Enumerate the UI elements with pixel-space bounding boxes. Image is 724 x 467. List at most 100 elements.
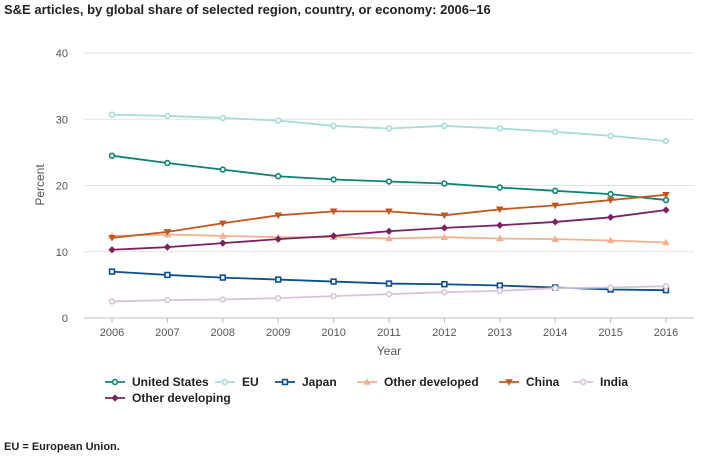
data-point	[363, 378, 371, 385]
data-point	[496, 184, 503, 191]
data-point	[496, 125, 503, 132]
data-point	[108, 111, 116, 118]
data-point	[441, 122, 448, 130]
series-lines	[108, 111, 670, 305]
data-point	[385, 234, 393, 242]
y-tick-label: 20	[56, 181, 68, 193]
legend-swatch	[215, 378, 235, 386]
footnote: EU = European Union.	[4, 441, 120, 453]
data-point	[440, 212, 449, 220]
data-point	[440, 233, 449, 240]
data-point	[108, 152, 116, 159]
data-point	[164, 159, 171, 167]
data-point	[111, 378, 119, 386]
data-point	[274, 276, 282, 283]
series-india	[108, 283, 670, 305]
x-tick-label: 2009	[266, 327, 290, 339]
legend-item-india: India	[572, 375, 628, 389]
data-point	[275, 294, 282, 302]
data-point	[385, 208, 393, 216]
legend-label: Other developing	[132, 391, 231, 405]
data-point	[108, 235, 116, 242]
x-tick-label: 2013	[488, 327, 512, 339]
data-point	[505, 379, 513, 386]
y-tick-label: 40	[56, 48, 68, 60]
data-point	[551, 235, 559, 242]
data-point	[108, 298, 116, 305]
data-point	[385, 125, 393, 132]
data-point	[607, 190, 614, 198]
legend-label: Other developed	[384, 375, 479, 389]
data-point	[281, 378, 289, 386]
legend-item-eu: EU	[214, 375, 259, 389]
data-point	[274, 235, 282, 243]
data-point	[219, 220, 227, 228]
data-point	[219, 274, 226, 281]
legend-label: Japan	[302, 375, 337, 389]
data-point	[496, 287, 503, 295]
data-point	[385, 290, 393, 298]
series-united-states	[108, 152, 670, 204]
data-point	[662, 283, 670, 290]
x-tick-label: 2012	[432, 327, 456, 339]
data-point	[496, 234, 504, 242]
legend-label: India	[600, 375, 629, 389]
data-point	[219, 232, 227, 239]
chart-title: S&E articles, by global share of selecte…	[4, 2, 491, 17]
data-point	[440, 224, 448, 232]
legend-item-other-developing: Other developing	[104, 391, 231, 405]
data-point	[164, 271, 171, 279]
data-point	[275, 173, 282, 180]
data-point	[330, 292, 337, 300]
data-point	[163, 229, 172, 236]
legend-swatch	[499, 379, 519, 386]
data-point	[221, 378, 229, 386]
data-point	[385, 280, 393, 287]
data-point	[330, 278, 337, 285]
data-point	[607, 284, 614, 291]
legend-item-united-states: United States	[104, 375, 209, 389]
data-point	[441, 281, 448, 288]
data-point	[441, 288, 448, 296]
series-line	[111, 154, 667, 201]
legend-item-other-developed: Other developed	[356, 375, 479, 389]
data-point	[662, 191, 670, 199]
x-tick-label: 2010	[321, 327, 345, 339]
data-point	[496, 221, 504, 229]
axes: 0 10 20 30 40 2006 2007 2008 2009 2010 2011 2012 201…	[56, 48, 694, 339]
data-point	[163, 243, 171, 251]
data-point	[108, 246, 116, 254]
data-point	[662, 206, 670, 214]
data-point	[164, 112, 171, 120]
gridlines	[84, 52, 694, 253]
legend-swatch	[105, 378, 125, 386]
data-point	[330, 176, 337, 183]
data-point	[385, 178, 393, 185]
data-point	[330, 122, 337, 130]
series-japan	[108, 268, 670, 294]
y-axis-title: Percent	[33, 164, 47, 206]
series-china	[108, 191, 670, 242]
data-point	[606, 236, 615, 244]
data-point	[551, 202, 559, 210]
x-tick-label: 2006	[100, 327, 124, 339]
data-point	[496, 206, 504, 214]
legend-swatch	[573, 378, 593, 386]
y-tick-label: 30	[56, 114, 68, 126]
data-point	[274, 212, 282, 220]
data-point	[662, 238, 670, 246]
data-point	[551, 218, 559, 226]
x-tick-label: 2016	[654, 327, 678, 339]
data-point	[219, 114, 227, 122]
series-other-developing	[108, 206, 670, 254]
data-point	[496, 282, 503, 289]
data-point	[662, 137, 670, 145]
data-point	[330, 232, 338, 240]
data-point	[606, 197, 615, 204]
data-point	[441, 180, 448, 187]
data-point	[108, 268, 116, 275]
data-point	[111, 394, 119, 402]
data-point	[551, 187, 559, 195]
data-point	[579, 378, 587, 386]
x-tick-label: 2008	[211, 327, 235, 339]
